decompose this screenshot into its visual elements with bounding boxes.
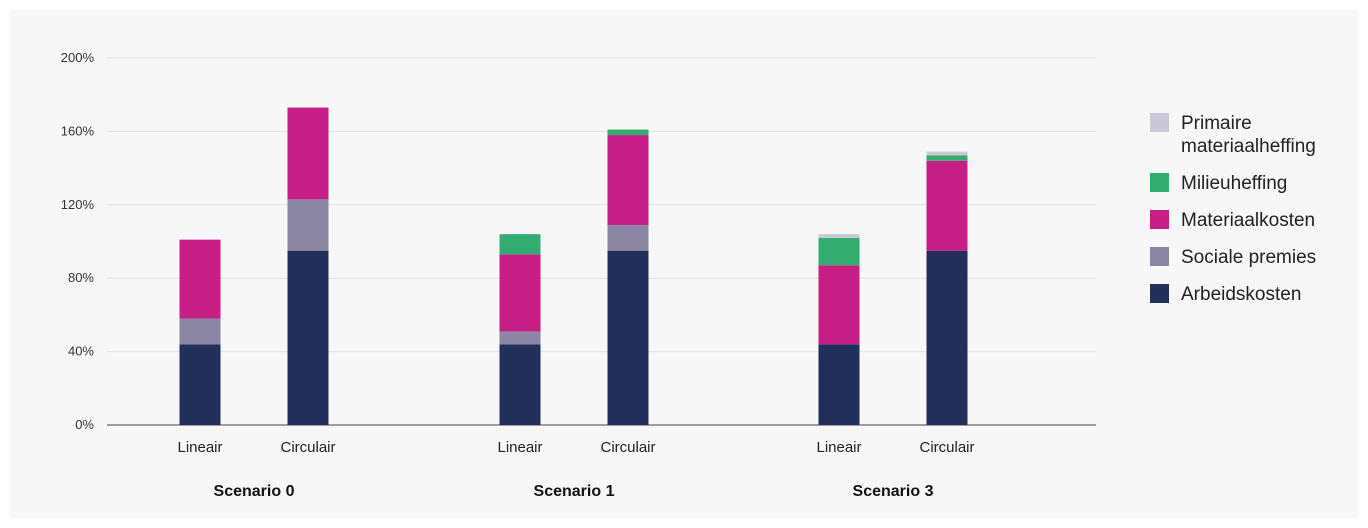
y-tick-label: 120% (61, 197, 95, 212)
bar-segment-milieuheffing (607, 129, 649, 136)
y-tick-label: 0% (75, 417, 94, 432)
bar-segment-arbeidskosten (179, 344, 221, 425)
bar-segment-materiaalkosten (179, 239, 221, 319)
bar-segment-arbeidskosten (287, 250, 329, 425)
bar-segment-materiaalkosten (926, 160, 968, 251)
x-axis-labels: Lineair Circulair Scenario 0 Lineair Circula… (177, 439, 974, 500)
bar-segment-arbeidskosten (818, 344, 860, 425)
legend-swatch (1150, 284, 1169, 303)
legend-item: Sociale premies (1150, 246, 1360, 269)
legend-swatch (1150, 113, 1169, 132)
group-label: Scenario 1 (534, 483, 615, 500)
x-category-label: Lineair (177, 439, 222, 456)
bar-segment-arbeidskosten (926, 250, 968, 425)
y-tick-label: 40% (68, 344, 94, 359)
bar-segment-sociale-premies (287, 199, 329, 251)
bar-segment-milieuheffing (818, 237, 860, 266)
group-label: Scenario 3 (853, 483, 934, 500)
x-category-label: Lineair (816, 439, 861, 456)
legend-label: Primaire materiaalheffing (1181, 113, 1316, 157)
bar-segment-primaire-materiaalheffing (818, 234, 860, 238)
x-category-label: Circulair (280, 439, 335, 456)
bar-segment-sociale-premies (179, 318, 221, 345)
bar-segment-materiaalkosten (499, 254, 541, 332)
bar-segment-arbeidskosten (499, 344, 541, 425)
legend-label: Sociale premies (1181, 247, 1317, 268)
bar-segment-primaire-materiaalheffing (926, 151, 968, 156)
legend-item: Primaire materiaalheffing (1150, 112, 1360, 158)
bar-segment-materiaalkosten (818, 265, 860, 345)
x-category-label: Circulair (600, 439, 655, 456)
bar-segment-milieuheffing (926, 155, 968, 161)
x-category-label: Lineair (497, 439, 542, 456)
gridlines (107, 57, 1096, 426)
y-tick-label: 200% (61, 50, 95, 65)
bar-segment-milieuheffing (499, 234, 541, 255)
y-tick-label: 160% (61, 123, 95, 138)
legend-item: Materiaalkosten (1150, 209, 1360, 232)
bars (179, 107, 968, 425)
bar-segment-materiaalkosten (607, 135, 649, 225)
bar-segment-sociale-premies (499, 331, 541, 345)
x-category-label: Circulair (919, 439, 974, 456)
legend: Primaire materiaalheffing Milieuheffing Ma… (1150, 112, 1360, 320)
y-tick-label: 80% (68, 270, 94, 285)
legend-label: Milieuheffing (1181, 173, 1288, 194)
legend-label: Arbeidskosten (1181, 284, 1302, 305)
legend-item: Arbeidskosten (1150, 283, 1360, 306)
legend-swatch (1150, 173, 1169, 192)
bar-segment-sociale-premies (607, 224, 649, 251)
group-label: Scenario 0 (214, 483, 295, 500)
legend-swatch (1150, 210, 1169, 229)
legend-item: Milieuheffing (1150, 172, 1360, 195)
chart-panel (10, 10, 1358, 518)
bar-segment-materiaalkosten (287, 107, 329, 200)
legend-swatch (1150, 247, 1169, 266)
bar-segment-arbeidskosten (607, 250, 649, 425)
legend-label: Materiaalkosten (1181, 210, 1316, 231)
y-axis-ticks: 0% 40% 80% 120% 160% 200% (61, 50, 95, 432)
